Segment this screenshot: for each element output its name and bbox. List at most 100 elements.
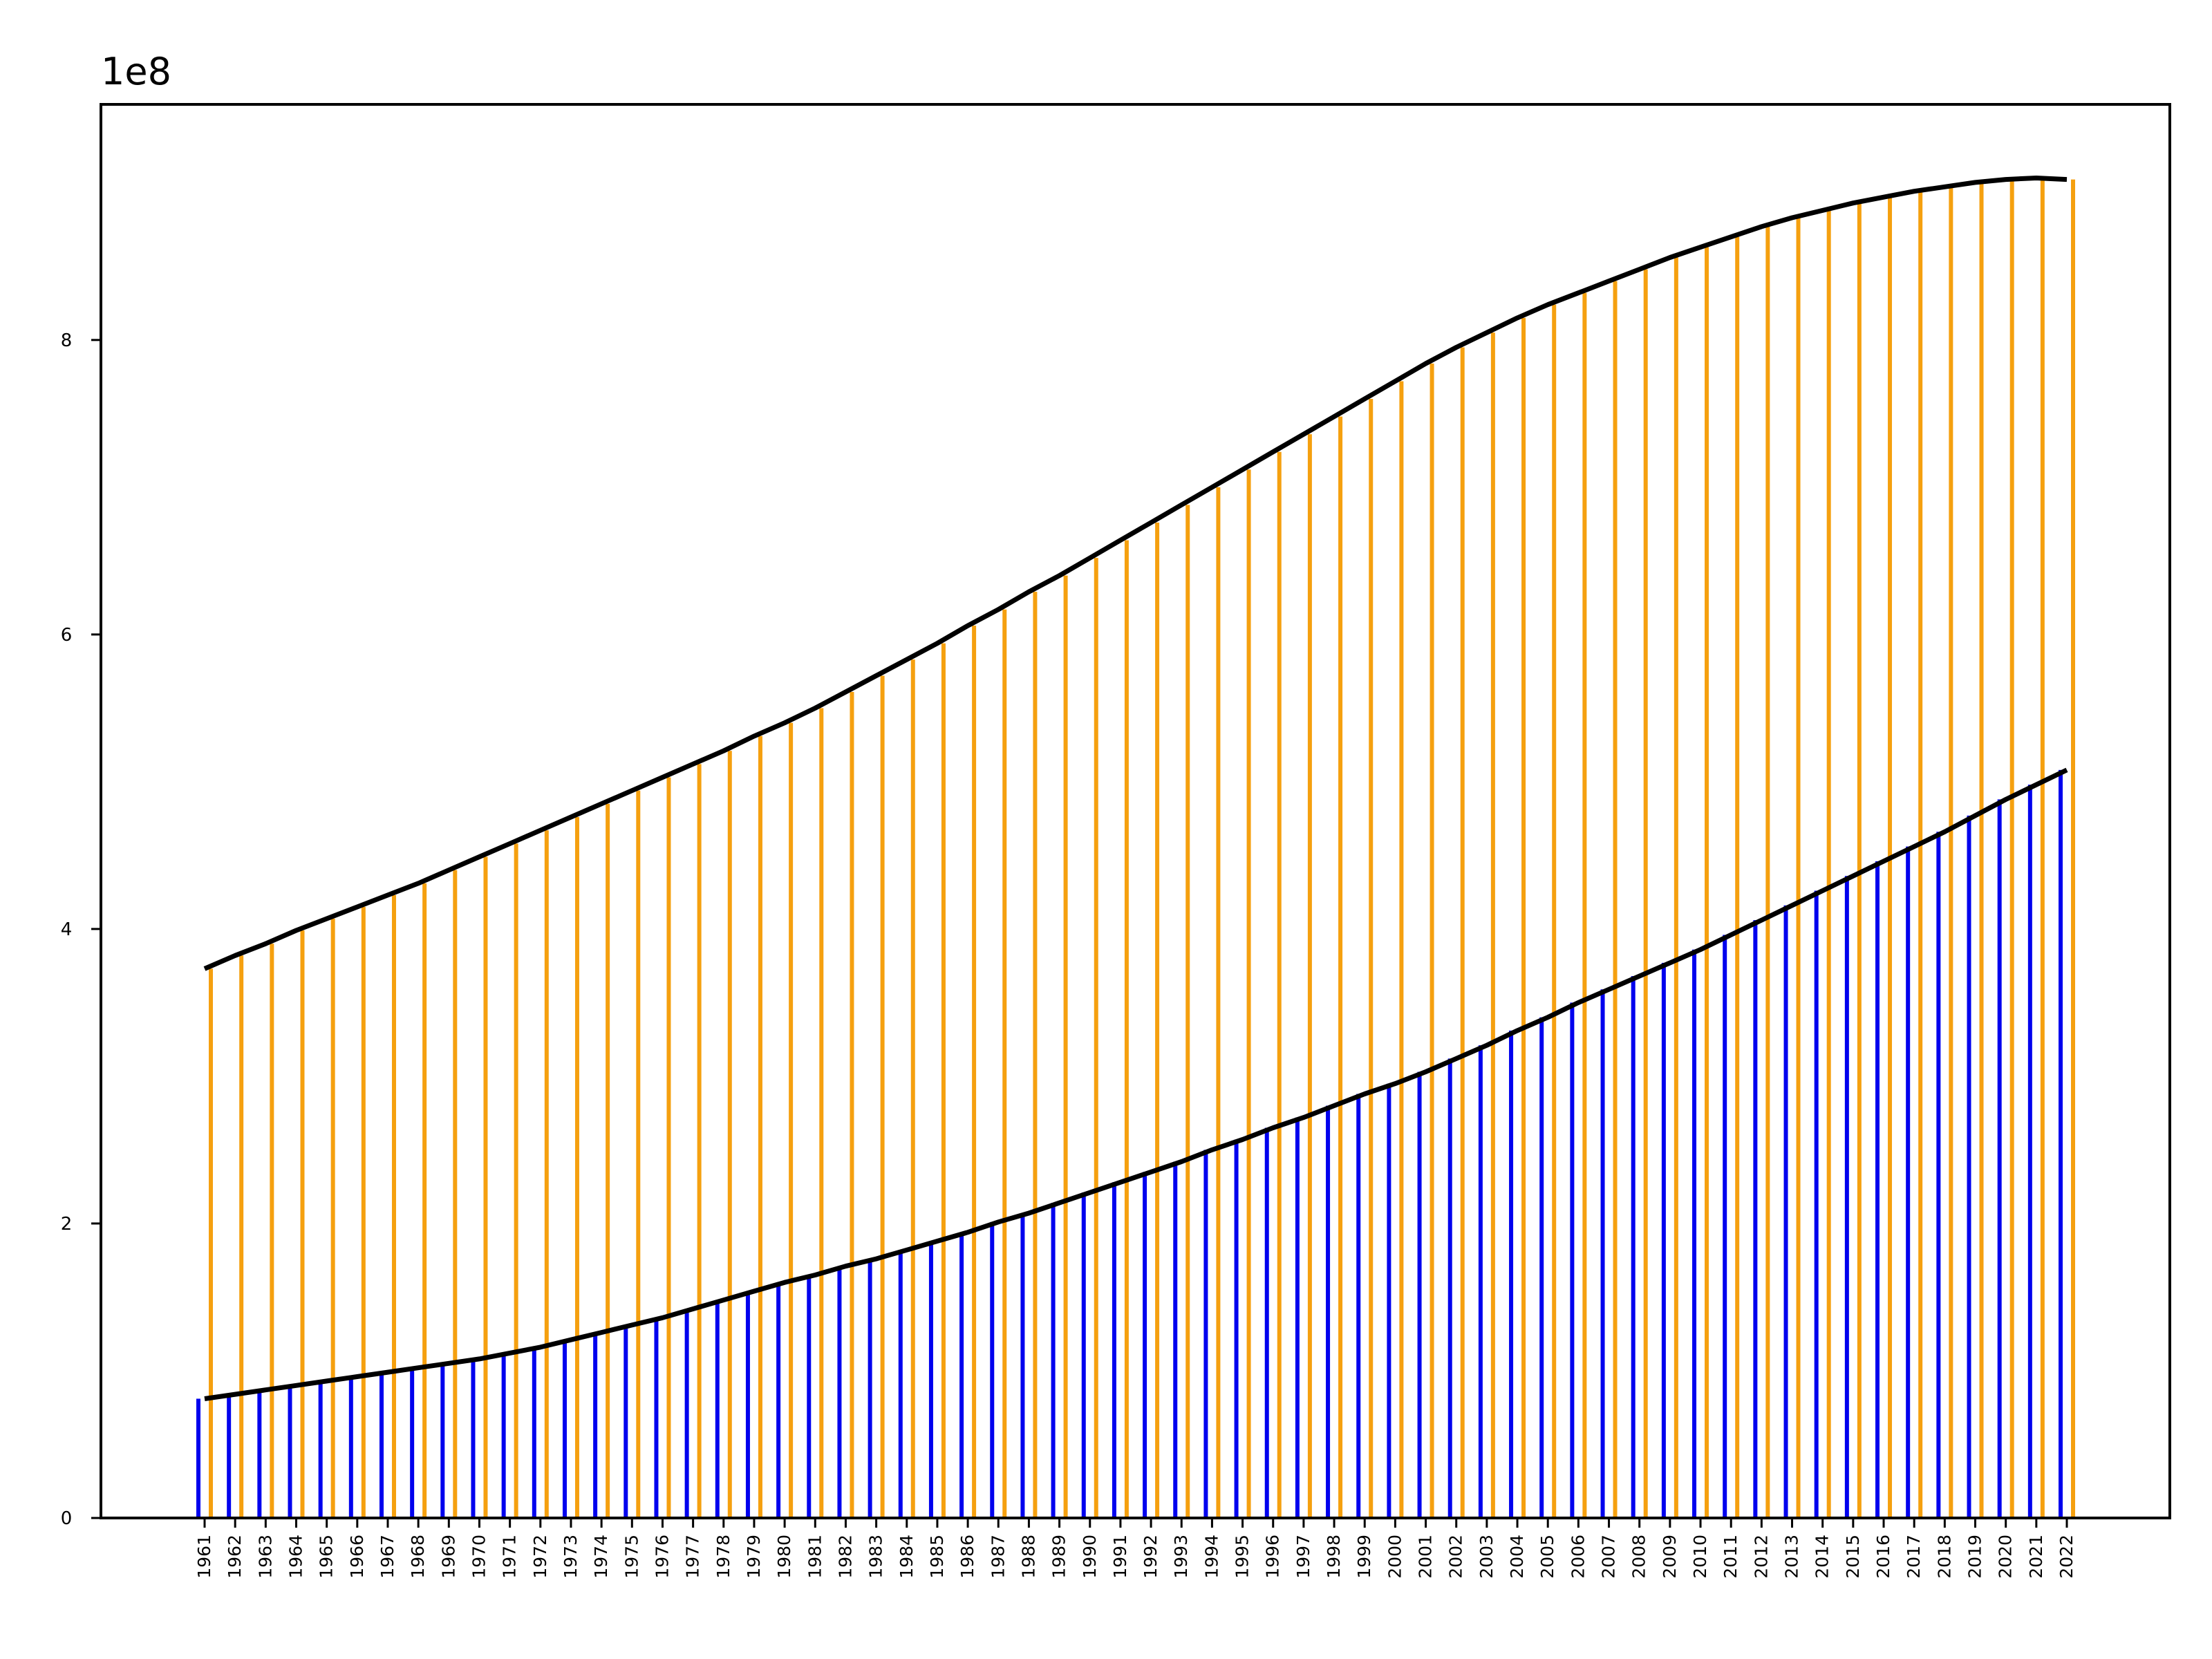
x-tick-label-2018: 2018: [1934, 1535, 1954, 1579]
bar-orange-2018: [1949, 187, 1953, 1519]
bar-blue-2006: [1570, 1002, 1575, 1518]
x-tick-label-1988: 1988: [1018, 1535, 1038, 1579]
x-tick-label-1966: 1966: [347, 1535, 367, 1579]
bar-orange-1976: [666, 777, 671, 1518]
bar-blue-1972: [532, 1347, 536, 1518]
bar-orange-2014: [1826, 210, 1831, 1518]
x-tick-label-1993: 1993: [1171, 1535, 1191, 1579]
y-tick-label-8: 8: [61, 330, 73, 351]
blue-bars: [196, 769, 2063, 1518]
bar-orange-2020: [2009, 179, 2014, 1518]
bar-orange-1981: [819, 708, 824, 1518]
bar-blue-1965: [318, 1380, 323, 1518]
bar-orange-1980: [789, 722, 794, 1518]
bar-orange-1984: [910, 659, 915, 1518]
y-tick-label-4: 4: [61, 919, 73, 940]
x-tick-label-1991: 1991: [1110, 1535, 1130, 1579]
bar-orange-1999: [1369, 399, 1374, 1518]
x-tick-label-1970: 1970: [469, 1535, 489, 1579]
x-tick-label-2017: 2017: [1904, 1535, 1924, 1579]
bar-blue-1988: [1020, 1213, 1025, 1518]
bar-blue-2021: [2027, 785, 2032, 1518]
bar-orange-1983: [880, 675, 885, 1519]
bar-blue-2001: [1417, 1071, 1422, 1518]
bar-blue-1996: [1264, 1127, 1269, 1518]
x-tick-label-1978: 1978: [713, 1535, 733, 1579]
bar-orange-1988: [1033, 592, 1038, 1519]
bar-orange-1992: [1155, 522, 1160, 1518]
orange-trend-line: [203, 176, 2068, 971]
x-tick-label-2011: 2011: [1721, 1535, 1741, 1579]
x-tick-label-1969: 1969: [438, 1535, 458, 1579]
x-tick-label-2010: 2010: [1690, 1535, 1710, 1579]
bar-orange-1962: [239, 955, 244, 1518]
x-tick-label-1984: 1984: [897, 1535, 917, 1579]
bar-blue-1995: [1234, 1139, 1239, 1518]
x-tick-label-2002: 2002: [1446, 1535, 1466, 1579]
x-axis: 1961 1962 1963 1964 1965 1966 1967 1968 1969 1970…: [194, 1518, 2077, 1579]
bar-orange-1970: [483, 856, 488, 1518]
bar-blue-1969: [440, 1363, 445, 1518]
bar-blue-1966: [348, 1376, 353, 1518]
bar-orange-1973: [574, 817, 579, 1518]
x-tick-label-1983: 1983: [866, 1535, 886, 1579]
bar-orange-1978: [727, 751, 732, 1518]
bar-blue-2012: [1753, 920, 1758, 1518]
x-tick-label-1982: 1982: [835, 1535, 855, 1579]
x-tick-label-1968: 1968: [408, 1535, 428, 1579]
bar-orange-1982: [850, 691, 854, 1518]
bar-orange-1995: [1246, 469, 1251, 1518]
bar-blue-2014: [1814, 890, 1819, 1518]
y-tick-label-6: 6: [61, 625, 73, 646]
bar-orange-1993: [1185, 505, 1190, 1518]
bar-blue-1980: [776, 1282, 781, 1518]
bar-blue-2000: [1387, 1083, 1391, 1518]
bar-blue-1992: [1143, 1172, 1147, 1518]
orange-bars: [209, 178, 2075, 1519]
x-tick-label-1992: 1992: [1141, 1535, 1161, 1579]
bar-orange-1987: [1002, 609, 1007, 1519]
bar-blue-2015: [1844, 876, 1849, 1518]
x-tick-label-2006: 2006: [1568, 1535, 1588, 1579]
x-tick-label-2000: 2000: [1385, 1535, 1405, 1579]
bar-blue-1999: [1356, 1094, 1361, 1518]
x-tick-label-1971: 1971: [500, 1535, 520, 1579]
bar-orange-1967: [391, 894, 396, 1518]
bar-blue-1963: [257, 1389, 262, 1518]
bar-blue-1967: [379, 1372, 384, 1518]
x-tick-label-1964: 1964: [285, 1535, 306, 1579]
bar-blue-1974: [593, 1332, 598, 1518]
bar-orange-1997: [1307, 434, 1312, 1518]
bar-orange-1985: [941, 643, 946, 1518]
bar-blue-2019: [1967, 815, 1971, 1518]
x-tick-label-1981: 1981: [805, 1535, 825, 1579]
bar-orange-2011: [1735, 236, 1740, 1518]
bar-orange-1998: [1338, 416, 1343, 1518]
x-tick-label-2013: 2013: [1782, 1535, 1802, 1579]
bar-orange-2002: [1460, 347, 1465, 1518]
bar-blue-1990: [1081, 1192, 1086, 1518]
x-tick-label-2016: 2016: [1873, 1535, 1893, 1579]
bar-orange-1972: [544, 830, 549, 1518]
bar-orange-2007: [1613, 281, 1618, 1518]
bar-blue-2009: [1661, 962, 1666, 1518]
trend-lines: [203, 176, 2068, 1401]
bar-orange-2008: [1643, 269, 1648, 1518]
bar-orange-1990: [1094, 558, 1098, 1518]
bar-blue-1982: [837, 1266, 842, 1518]
bar-orange-1977: [697, 764, 702, 1518]
bar-orange-1964: [300, 930, 305, 1518]
bar-orange-2001: [1430, 363, 1434, 1518]
x-tick-label-1973: 1973: [561, 1535, 581, 1579]
bar-orange-1961: [209, 968, 213, 1518]
bar-blue-1991: [1112, 1182, 1116, 1518]
x-tick-label-1985: 1985: [927, 1535, 947, 1579]
bar-orange-1996: [1277, 451, 1282, 1518]
bar-blue-1970: [471, 1358, 476, 1518]
bar-orange-2003: [1490, 332, 1495, 1519]
bar-orange-1979: [758, 735, 762, 1518]
x-tick-label-1965: 1965: [317, 1535, 337, 1579]
bar-blue-1962: [227, 1394, 232, 1518]
bar-blue-2011: [1723, 935, 1727, 1518]
x-tick-label-2004: 2004: [1507, 1535, 1527, 1579]
